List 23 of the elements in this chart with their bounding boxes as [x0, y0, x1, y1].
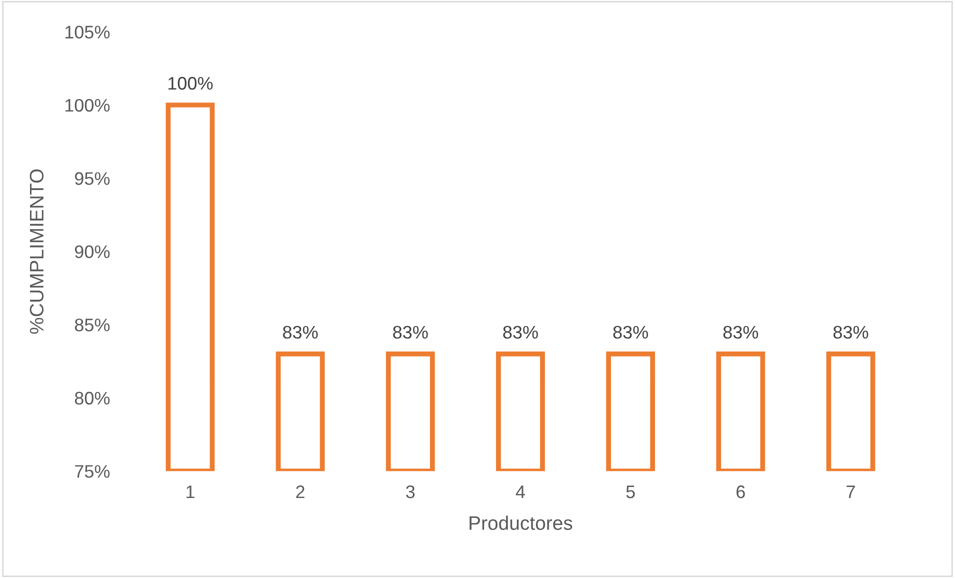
x-axis-title: Productores [470, 516, 572, 530]
y-tick-label: 80% [74, 392, 110, 405]
data-label: 83% [393, 326, 428, 339]
data-label: 83% [833, 326, 868, 339]
data-label: 83% [723, 326, 758, 339]
data-label: 83% [613, 326, 648, 339]
x-tick-label: 2 [296, 485, 304, 498]
y-tick-label: 90% [74, 245, 110, 258]
x-tick-label: 1 [186, 486, 194, 498]
x-tick-label: 4 [516, 486, 525, 498]
y-tick-label: 100% [65, 98, 110, 112]
x-tick-label: 3 [406, 485, 415, 498]
x-tick-label: 6 [736, 485, 745, 498]
data-label: 83% [283, 326, 318, 339]
y-tick-label: 75% [75, 465, 110, 478]
x-tick-label: 7 [846, 486, 855, 498]
y-tick-label: 95% [74, 172, 110, 185]
data-label: 83% [503, 326, 538, 339]
y-tick-label: 85% [74, 318, 110, 332]
y-tick-label: 105% [65, 26, 110, 39]
y-axis-title: %CUMPLIMIENTO [30, 169, 44, 334]
x-tick-label: 5 [626, 486, 635, 498]
data-label: 100% [168, 76, 213, 90]
